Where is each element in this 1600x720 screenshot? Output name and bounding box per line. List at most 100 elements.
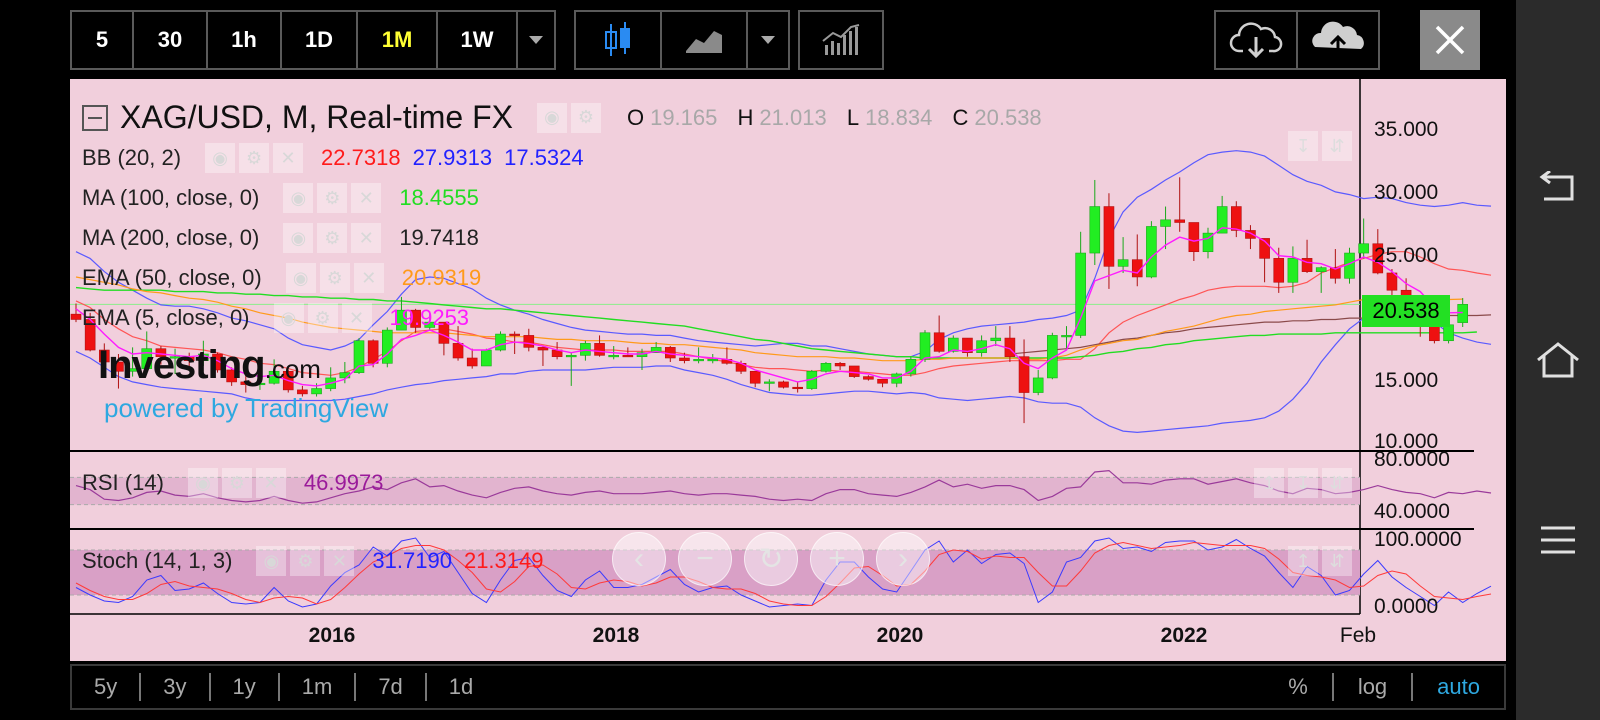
chart-type-dropdown-button[interactable]	[748, 12, 788, 68]
candle-body	[1287, 258, 1299, 283]
stoch-k-line	[75, 537, 1492, 608]
back-icon	[1539, 171, 1574, 201]
gear-icon[interactable]: ⚙	[239, 143, 270, 173]
eye-icon[interactable]: ◉	[256, 546, 287, 576]
indicators-button[interactable]	[800, 12, 882, 68]
x-tick-label: 2016	[308, 624, 356, 647]
arrow-down-icon[interactable]: ↧	[1288, 131, 1318, 161]
candle-body	[792, 386, 803, 390]
indicator-ma100: MA (100, close, 0) ◉ ⚙ ✕ 18.4555	[82, 183, 491, 213]
log-scale-button[interactable]: log	[1334, 673, 1414, 701]
indicator-bb: BB (20, 2) ◉ ⚙ ✕ 22.7318 27.9313 17.5324	[82, 143, 596, 173]
interval-1h-button[interactable]: 1h	[208, 12, 282, 68]
interval-dropdown-button[interactable]	[518, 12, 554, 68]
eye-icon[interactable]: ◉	[187, 468, 218, 498]
eye-icon[interactable]: ◉	[285, 263, 316, 293]
interval-1w-button[interactable]: 1W	[438, 12, 518, 68]
arrow-updown-icon[interactable]: ⇵	[1322, 131, 1352, 161]
home-button[interactable]	[1530, 332, 1586, 388]
line-chart-button[interactable]	[662, 12, 748, 68]
close-icon[interactable]: ✕	[341, 303, 372, 333]
range-7d-button[interactable]: 7d	[356, 673, 427, 701]
eye-icon[interactable]: ◉	[283, 223, 314, 253]
candle-body	[749, 370, 761, 384]
chart-header: XAG/USD, M, Real-time FX ◉ ⚙ O 19.165 H 21…	[82, 99, 1056, 136]
reset-view-button[interactable]: ↻	[744, 532, 798, 586]
close-icon[interactable]: ✕	[273, 143, 304, 173]
candle-body	[1301, 258, 1313, 272]
scroll-right-button[interactable]: ›	[876, 532, 930, 586]
gear-icon[interactable]: ⚙	[290, 546, 321, 576]
ohlc-readout: O 19.165 H 21.013 L 18.834 C 20.538	[627, 105, 1056, 131]
candle-body	[1386, 272, 1398, 291]
candle-body	[1457, 304, 1468, 323]
auto-scale-button[interactable]: auto	[1437, 674, 1480, 699]
y-tick-label: 15.000	[1374, 369, 1439, 392]
gear-icon[interactable]: ⚙	[221, 468, 252, 498]
indicator-controls: ◉ ⚙ ✕	[187, 468, 286, 498]
close-icon[interactable]: ✕	[353, 263, 384, 293]
gear-icon[interactable]: ⚙	[570, 102, 601, 133]
close-button[interactable]	[1420, 10, 1480, 70]
gear-icon[interactable]: ⚙	[319, 263, 350, 293]
menu-button[interactable]	[1530, 512, 1586, 568]
indicator-ema50: EMA (50, close, 0) ◉ ⚙ ✕ 20.9319	[82, 263, 493, 293]
close-label: C	[952, 104, 969, 130]
x-tick-label: 2022	[1160, 624, 1208, 647]
arrow-updown-icon[interactable]: ⇵	[1322, 468, 1352, 498]
collapse-legend-button[interactable]	[82, 104, 108, 131]
eye-icon[interactable]: ◉	[283, 183, 314, 213]
interval-1d-button[interactable]: 1D	[282, 12, 358, 68]
candle-body	[707, 359, 719, 362]
cloud-upload-button[interactable]	[1298, 12, 1378, 68]
candle-body	[297, 389, 308, 395]
candlestick-chart-button[interactable]	[576, 12, 662, 68]
range-1d-button[interactable]: 1d	[448, 674, 474, 699]
zoom-out-button[interactable]: −	[678, 532, 732, 586]
range-1y-button[interactable]: 1y	[211, 673, 280, 701]
candle-body	[947, 337, 959, 352]
eye-icon[interactable]: ◉	[273, 303, 304, 333]
arrow-down-icon[interactable]: ↧	[1288, 468, 1318, 498]
range-5y-button[interactable]: 5y	[72, 673, 142, 701]
close-icon[interactable]: ✕	[324, 546, 355, 576]
candle-body	[1188, 222, 1200, 253]
indicator-label: EMA (5, close, 0)	[82, 305, 250, 330]
price-scale[interactable]: 35.000 30.000 25.000 15.000 10.000 80.00…	[1360, 79, 1506, 661]
stoch-pane-arrows: ↥ ⇵	[1288, 546, 1352, 576]
interval-5-button[interactable]: 5	[72, 12, 134, 68]
gear-icon[interactable]: ⚙	[317, 183, 348, 213]
eye-icon[interactable]: ◉	[205, 143, 236, 173]
range-bar: 5y 3y 1y 1m 7d 1d % log auto	[70, 664, 1506, 710]
arrow-up-icon[interactable]: ↥	[1254, 468, 1284, 498]
arrow-updown-icon[interactable]: ⇵	[1322, 546, 1352, 576]
percent-scale-button[interactable]: %	[1264, 673, 1334, 701]
candle-body	[98, 349, 110, 363]
candle-body	[1372, 243, 1384, 274]
candle-body	[990, 337, 1002, 342]
chart-panel[interactable]: XAG/USD, M, Real-time FX ◉ ⚙ O 19.165 H 21…	[70, 79, 1506, 661]
scroll-left-button[interactable]: ‹	[612, 532, 666, 586]
zoom-in-button[interactable]: +	[810, 532, 864, 586]
candle-body	[466, 357, 478, 367]
indicator-label: MA (200, close, 0)	[82, 225, 260, 250]
eye-icon[interactable]: ◉	[536, 102, 567, 133]
cloud-download-button[interactable]	[1216, 12, 1298, 68]
stoch-k-value: 31.7190	[372, 548, 452, 573]
ema5-line	[75, 227, 1463, 387]
candle-body	[254, 382, 266, 386]
close-icon[interactable]: ✕	[351, 223, 382, 253]
gear-icon[interactable]: ⚙	[307, 303, 338, 333]
candle-body	[1032, 377, 1044, 393]
back-button[interactable]	[1530, 160, 1586, 216]
interval-1m-button[interactable]: 1M	[358, 12, 438, 68]
candle-body	[863, 376, 874, 380]
interval-30-button[interactable]: 30	[134, 12, 208, 68]
arrow-up-icon[interactable]: ↥	[1288, 546, 1318, 576]
candle-body	[1358, 243, 1369, 254]
range-3y-button[interactable]: 3y	[141, 673, 211, 701]
close-icon[interactable]: ✕	[351, 183, 382, 213]
range-1m-button[interactable]: 1m	[280, 673, 357, 701]
close-icon[interactable]: ✕	[255, 468, 286, 498]
gear-icon[interactable]: ⚙	[317, 223, 348, 253]
